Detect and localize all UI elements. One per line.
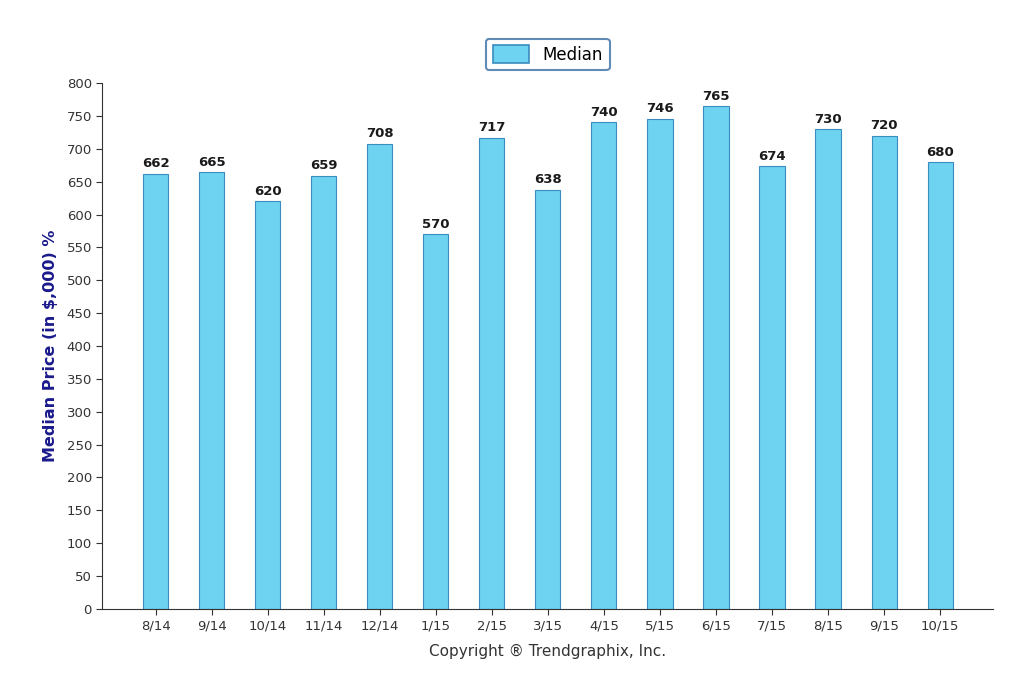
Bar	[536, 190, 560, 609]
Text: 570: 570	[422, 218, 450, 231]
Bar	[647, 118, 673, 609]
Text: 765: 765	[702, 90, 730, 102]
Bar	[703, 106, 729, 609]
Legend: Median: Median	[486, 39, 609, 71]
Text: 674: 674	[758, 149, 785, 163]
Text: 740: 740	[590, 106, 617, 119]
Bar	[311, 176, 336, 609]
Text: 746: 746	[646, 102, 674, 116]
X-axis label: Copyright ® Trendgraphix, Inc.: Copyright ® Trendgraphix, Inc.	[429, 644, 667, 659]
Bar	[591, 122, 616, 609]
Bar	[815, 129, 841, 609]
Text: 720: 720	[870, 119, 898, 132]
Bar	[760, 166, 784, 609]
Text: 659: 659	[310, 159, 337, 172]
Text: 708: 708	[366, 127, 393, 140]
Bar	[871, 136, 897, 609]
Bar	[255, 201, 281, 609]
Bar	[143, 174, 168, 609]
Bar	[367, 143, 392, 609]
Text: 665: 665	[198, 156, 225, 168]
Text: 680: 680	[927, 145, 954, 158]
Text: 662: 662	[141, 158, 169, 170]
Text: 620: 620	[254, 185, 282, 198]
Text: 638: 638	[534, 173, 562, 186]
Bar	[479, 138, 505, 609]
Bar	[928, 162, 952, 609]
Bar	[199, 172, 224, 609]
Bar	[423, 234, 449, 609]
Text: 717: 717	[478, 121, 506, 134]
Y-axis label: Median Price (in $,000) %: Median Price (in $,000) %	[43, 230, 58, 462]
Text: 730: 730	[814, 113, 842, 126]
